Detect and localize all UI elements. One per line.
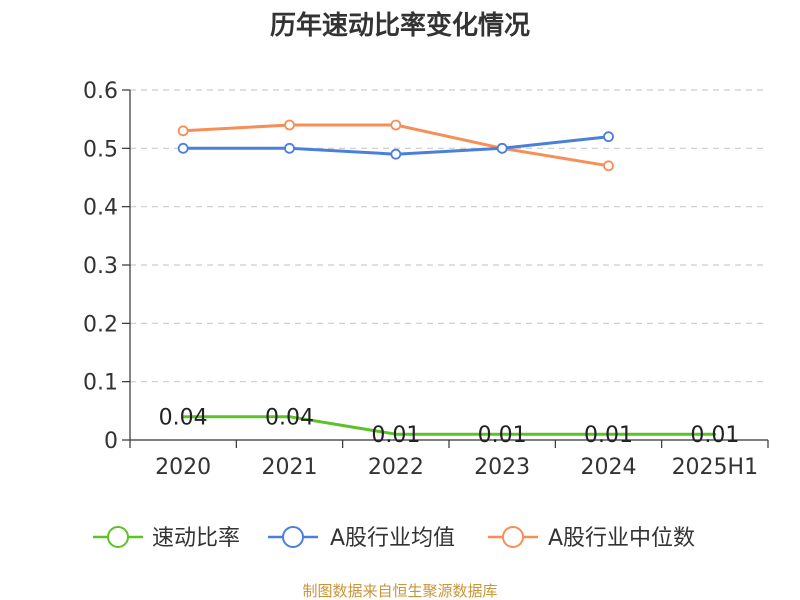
x-tick-label: 2021 bbox=[262, 455, 318, 480]
chart-title: 历年速动比率变化情况 bbox=[270, 10, 530, 41]
y-tick-label: 0 bbox=[104, 429, 118, 454]
y-tick-label: 0.5 bbox=[83, 137, 118, 162]
data-point bbox=[603, 160, 614, 172]
axis-layer: 0 0.1 0.2 0.3 0.4 0.5 0.6 2020 2021 2022 2023 2024 2… bbox=[83, 79, 769, 480]
y-tick-label: 0.3 bbox=[83, 254, 118, 279]
source-note: 制图数据来自恒生聚源数据库 bbox=[302, 582, 497, 600]
series-layer bbox=[177, 119, 717, 436]
data-point bbox=[390, 119, 402, 131]
legend-label-0: 速动比率 bbox=[152, 526, 240, 551]
x-tick-label: 2024 bbox=[581, 455, 637, 480]
data-point bbox=[496, 142, 508, 154]
data-label: 0.01 bbox=[371, 423, 420, 448]
data-point bbox=[177, 125, 189, 137]
y-tick-label: 0.6 bbox=[83, 79, 118, 104]
y-tick-label: 0.4 bbox=[83, 196, 118, 221]
data-point bbox=[603, 131, 614, 143]
x-tick-label: 2025H1 bbox=[672, 455, 759, 480]
label-layer: 0.04 0.04 0.01 0.01 0.01 0.01 bbox=[159, 406, 740, 449]
x-tick-label: 2020 bbox=[155, 455, 211, 480]
series-line-2 bbox=[181, 123, 610, 168]
x-tick-label: 2022 bbox=[368, 455, 424, 480]
data-point bbox=[284, 142, 295, 154]
data-point bbox=[177, 142, 189, 154]
legend-swatch-marker-0 bbox=[107, 526, 129, 548]
y-tick-label: 0.2 bbox=[83, 312, 118, 337]
legend-swatch-marker-1 bbox=[282, 526, 304, 548]
legend-label-1: A股行业均值 bbox=[330, 526, 455, 551]
y-tick-label: 0.1 bbox=[83, 371, 118, 396]
legend: 速动比率 A股行业均值 A股行业中位数 bbox=[93, 526, 695, 551]
legend-label-2: A股行业中位数 bbox=[548, 526, 695, 551]
data-point bbox=[390, 148, 402, 160]
x-tick-label: 2023 bbox=[474, 455, 530, 480]
data-label: 0.01 bbox=[584, 423, 633, 448]
data-label: 0.04 bbox=[159, 406, 208, 431]
legend-swatch-marker-2 bbox=[502, 526, 524, 548]
data-label: 0.01 bbox=[478, 423, 527, 448]
data-label: 0.04 bbox=[265, 406, 314, 431]
grid-layer bbox=[130, 89, 768, 383]
series-line-0 bbox=[181, 415, 717, 436]
data-point bbox=[284, 119, 295, 131]
data-label: 0.01 bbox=[690, 423, 739, 448]
